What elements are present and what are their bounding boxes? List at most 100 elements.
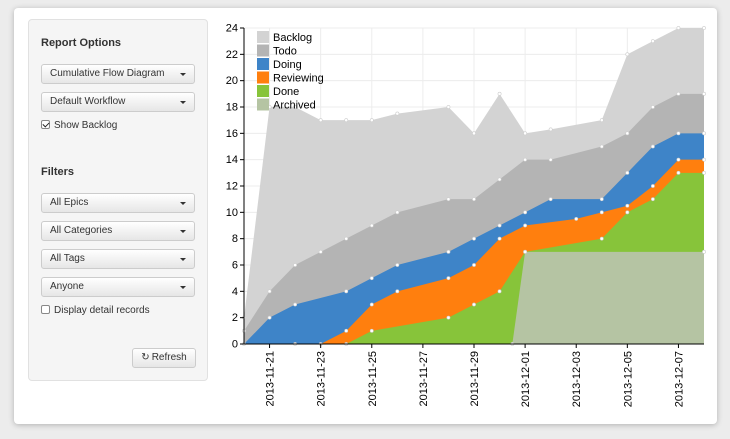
data-point-reviewing [650,184,655,188]
categories-dropdown[interactable]: All Categories [41,221,195,241]
workflow-dropdown[interactable]: Default Workflow [41,92,195,112]
data-point-doing [446,249,451,254]
assignee-value: Anyone [50,281,84,292]
data-point-doing [599,197,604,202]
caret-down-icon [180,286,186,289]
epics-dropdown[interactable]: All Epics [41,193,195,213]
data-point-reviewing [472,263,476,267]
legend-label-reviewing: Reviewing [273,73,324,85]
y-tick-label: 18 [226,102,238,114]
y-tick-label: 20 [226,75,238,87]
y-tick-label: 14 [226,154,238,166]
data-point-doing [523,210,528,215]
legend-swatch-archived [257,98,269,111]
data-point-doing [395,263,400,267]
data-point-done [369,328,374,333]
data-point-doing [472,236,476,241]
x-tick-label: 2013-11-25 [367,351,379,406]
data-point-backlog [395,111,400,116]
y-tick-label: 6 [232,260,238,272]
x-tick-label: 2013-12-05 [622,351,634,407]
data-point-todo [369,223,374,228]
data-point-todo [318,249,323,254]
refresh-label: Refresh [151,352,187,363]
data-point-backlog [446,105,451,109]
caret-down-icon [180,230,186,233]
data-point-reviewing [523,223,528,228]
data-point-backlog [318,118,323,123]
y-tick-label: 16 [226,128,238,140]
data-point-reviewing [344,328,349,333]
data-point-todo [395,210,400,215]
data-point-doing [344,289,349,294]
data-point-backlog [497,91,502,96]
data-point-doing [369,276,374,281]
epics-value: All Epics [50,197,89,208]
refresh-button[interactable]: ↻ Refresh [132,348,196,368]
data-point-todo [650,105,655,109]
data-point-backlog [344,118,349,123]
tags-dropdown[interactable]: All Tags [41,249,195,269]
legend-swatch-done [257,85,269,97]
y-tick-label: 10 [226,207,238,219]
data-point-doing [267,315,272,320]
data-point-done [472,302,476,307]
tags-value: All Tags [50,253,85,264]
legend-swatch-doing [257,58,269,70]
chart-points [242,26,706,346]
data-point-todo [676,91,681,96]
legend-label-todo: Todo [273,46,297,58]
filters-heading: Filters [41,166,75,178]
show-backlog-label: Show Backlog [54,120,118,131]
data-point-todo [497,177,502,182]
x-tick-label: 2013-12-03 [571,351,583,407]
data-point-doing [293,302,298,307]
data-point-done [497,289,502,294]
legend-label-doing: Doing [273,59,302,71]
x-tick-label: 2013-12-07 [673,351,685,407]
data-point-backlog [650,39,655,44]
y-tick-label: 8 [232,233,238,245]
chart-areas [244,28,704,344]
x-tick-label: 2013-12-01 [520,351,532,407]
data-point-done [650,197,655,202]
detail-records-checkbox-row[interactable]: Display detail records [41,304,150,318]
y-tick-label: 24 [226,23,238,35]
data-point-archived [702,249,706,254]
legend-label-archived: Archived [273,100,316,112]
sidebar-panel: Report Options Cumulative Flow Diagram D… [28,19,208,381]
detail-records-checkbox[interactable] [41,305,50,314]
data-point-todo [599,144,604,149]
data-point-reviewing [702,157,706,162]
data-point-backlog [523,131,528,136]
x-tick-label: 2013-11-29 [469,351,481,406]
refresh-icon: ↻ [141,352,150,363]
data-point-reviewing [574,217,579,221]
legend-label-done: Done [273,86,299,98]
data-point-doing [650,144,655,149]
data-point-todo [702,91,706,96]
data-point-todo [472,197,476,202]
data-point-done [446,315,451,320]
data-point-doing [625,170,630,175]
data-point-backlog [702,26,706,30]
x-tick-label: 2013-11-23 [316,351,328,406]
chart-type-dropdown[interactable]: Cumulative Flow Diagram [41,64,195,84]
data-point-done [523,249,528,254]
legend-label-backlog: Backlog [273,32,312,44]
area-archived [512,251,704,344]
data-point-todo [548,157,553,162]
assignee-dropdown[interactable]: Anyone [41,277,195,297]
show-backlog-checkbox-row[interactable]: Show Backlog [41,119,117,133]
y-tick-label: 22 [226,49,238,61]
data-point-doing [548,197,553,202]
y-tick-label: 2 [232,312,238,324]
data-point-todo [625,131,630,136]
data-point-todo [293,263,298,267]
data-point-doing [702,131,706,136]
caret-down-icon [180,101,186,104]
show-backlog-checkbox[interactable] [41,120,50,129]
